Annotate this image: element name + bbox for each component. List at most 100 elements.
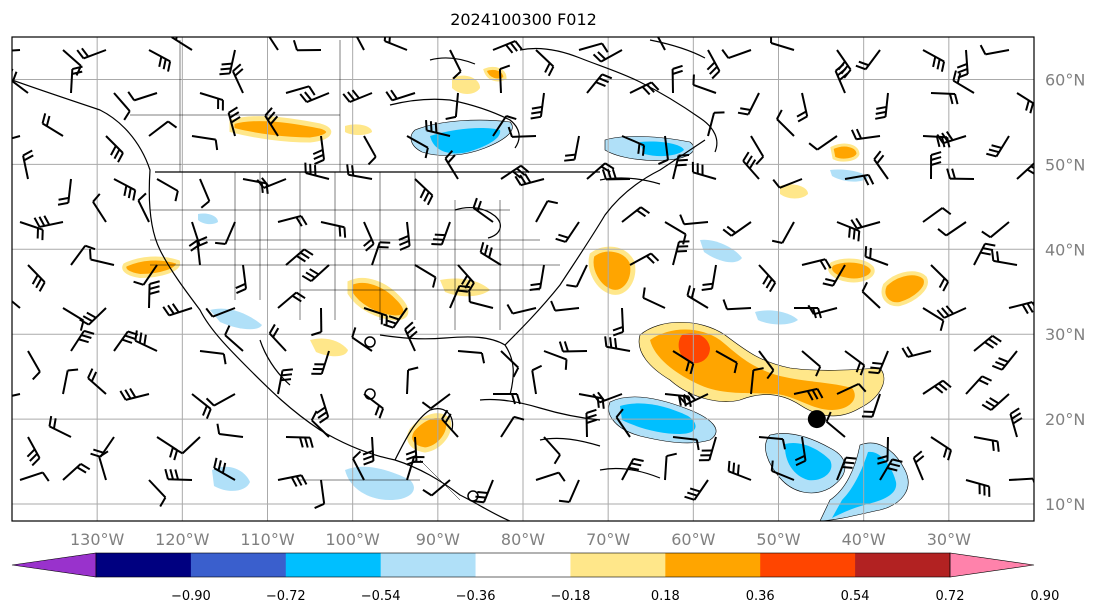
colorbar-extend-high — [949, 552, 1035, 578]
wind-barb — [127, 91, 158, 102]
contour-negative-se-core — [784, 442, 832, 481]
wind-barb — [922, 307, 945, 331]
wind-barb — [514, 173, 545, 187]
wind-barb — [807, 304, 838, 316]
wind-barb — [26, 436, 41, 467]
wind-barb — [148, 120, 178, 137]
wind-barb — [277, 474, 308, 487]
wind-barb — [205, 393, 236, 407]
wind-barb — [79, 307, 107, 326]
wind-barb — [285, 85, 316, 96]
wind-barb — [771, 221, 795, 244]
wind-barb — [873, 150, 889, 180]
wind-barb — [672, 350, 695, 375]
storm-center-marker — [807, 410, 826, 429]
wind-barb — [444, 150, 459, 180]
wind-barb — [621, 206, 650, 223]
wind-barb — [292, 39, 322, 52]
wind-barb — [737, 92, 760, 116]
contour-negative-mid — [700, 239, 742, 263]
wind-barb — [311, 350, 330, 375]
lon-tick-label: 50°W — [756, 530, 800, 549]
colorbar-segment — [380, 553, 477, 577]
wind-barb — [310, 410, 330, 438]
wind-barb — [414, 178, 434, 206]
wind-barb — [406, 456, 425, 481]
contour-negative-mid2 — [755, 310, 798, 325]
wind-barb — [362, 436, 375, 466]
wind-barb — [930, 264, 949, 292]
lat-tick-label: 20°N — [1045, 410, 1085, 429]
wind-barb — [1008, 301, 1034, 315]
wind-barb — [41, 113, 64, 137]
wind-barb — [973, 242, 996, 266]
wind-barb — [864, 246, 889, 266]
wind-barb — [692, 74, 717, 94]
wind-barb — [27, 264, 46, 292]
wind-barb — [422, 479, 451, 497]
wind-barb — [224, 325, 244, 352]
wind-barb — [750, 367, 764, 395]
wind-barb — [304, 162, 330, 180]
wind-barb — [19, 221, 44, 241]
wind-barb — [770, 37, 795, 51]
wind-barb — [421, 393, 451, 410]
wind-barb — [468, 291, 494, 309]
colorbar-outline — [95, 552, 951, 578]
wind-barb — [558, 479, 580, 503]
wind-barb — [431, 221, 451, 246]
wind-barb — [836, 221, 861, 242]
wind-barb — [205, 307, 236, 318]
wind-barb — [425, 119, 451, 137]
wind-barb — [986, 135, 1010, 158]
wind-barb — [592, 49, 623, 63]
wind-barb — [19, 471, 50, 482]
wind-barb — [981, 393, 1010, 411]
colorbar-extend-low — [11, 552, 97, 578]
wind-barb — [671, 64, 683, 94]
wind-barb — [457, 350, 486, 364]
gridlines — [12, 37, 1034, 521]
wind-barb — [844, 350, 866, 376]
wind-barb — [776, 109, 795, 137]
wind-barb — [507, 126, 537, 138]
contour-positive-n1 — [452, 75, 480, 94]
wind-barb — [585, 408, 597, 438]
wind-barb — [22, 149, 34, 180]
wind-barb — [922, 49, 946, 72]
wind-barb — [844, 173, 875, 186]
wind-barb — [406, 135, 429, 159]
wind-barb — [385, 89, 416, 102]
wind-barb — [965, 479, 991, 497]
wind-barb — [686, 285, 709, 309]
contour-positive-canada — [229, 116, 332, 143]
wind-barb — [793, 387, 824, 401]
wind-barb — [268, 323, 287, 352]
wind-barb — [170, 37, 193, 51]
wind-barb — [268, 37, 279, 51]
lon-tick-label: 60°W — [671, 530, 715, 549]
wind-barb — [678, 391, 709, 406]
wind-barb — [794, 436, 807, 467]
wind-barb — [87, 368, 107, 395]
wind-barb — [98, 450, 109, 481]
contour-positive-yucatan — [407, 413, 452, 453]
wind-barb — [615, 408, 631, 438]
wind-barb — [656, 37, 666, 51]
wind-barb — [742, 151, 760, 180]
lon-tick-label: 80°W — [501, 530, 545, 549]
wind-barb — [498, 64, 511, 94]
colorbar-segment — [570, 553, 666, 577]
colorbar — [11, 552, 1035, 578]
wind-barb — [672, 436, 700, 451]
wind-barb — [946, 168, 975, 180]
wind-barb — [264, 107, 279, 137]
wind-barb — [12, 135, 21, 140]
wind-barb — [113, 178, 137, 201]
colorbar-labels: −0.90 −0.72 −0.54 −0.36 −0.18 0.18 0.36 0.54 0.7… — [171, 589, 1059, 604]
wind-barb — [472, 197, 494, 223]
wind-barb — [550, 300, 580, 312]
wind-barb — [721, 49, 752, 59]
wind-barb — [834, 63, 849, 94]
